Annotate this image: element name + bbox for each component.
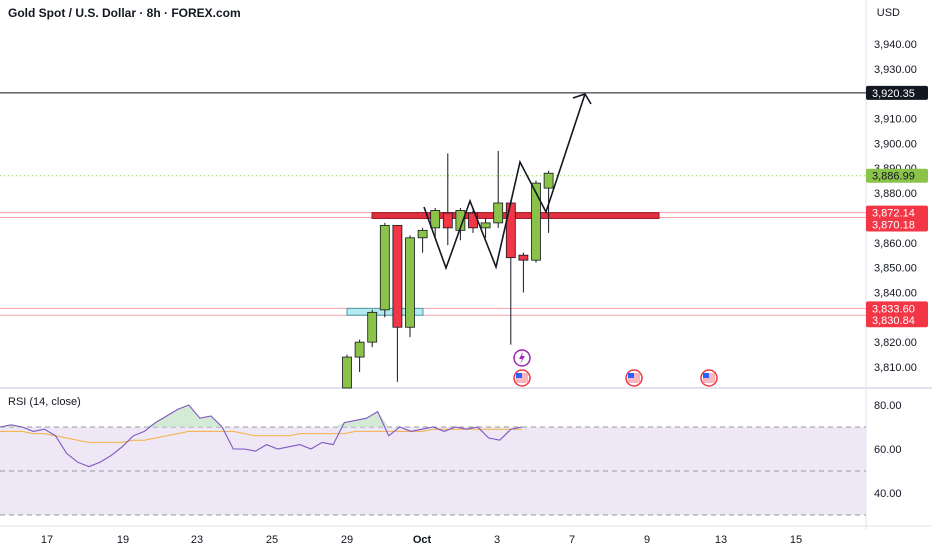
bullish-candle[interactable] [367, 311, 378, 343]
time-tick-label: 7 [569, 534, 575, 546]
bullish-candle[interactable] [405, 237, 415, 328]
price-tick-label: 3,860.00 [874, 238, 917, 250]
level-price-tag: 3,833.60 [872, 303, 915, 315]
rsi-indicator-label[interactable]: RSI (14, close) [8, 396, 81, 408]
time-axis[interactable]: 17 19 23 25 29 Oct 3 7 9 13 15 [41, 534, 802, 546]
level-price-tag-bg [866, 217, 928, 232]
bullish-candle[interactable] [455, 210, 466, 231]
projection-drawing [423, 93, 592, 271]
rsi-tick-label: 40.00 [874, 488, 902, 500]
bullish-candle[interactable] [430, 210, 441, 229]
bearish-candle[interactable] [442, 212, 453, 229]
price-tick-label: 3,850.00 [874, 263, 917, 275]
dividend-event-icon[interactable] [513, 349, 531, 367]
time-tick-label: 3 [494, 534, 500, 546]
level-price-tag: 3,870.18 [872, 219, 915, 231]
price-tags: 3,920.35 3,886.99 3,872.143,870.18 3,833.60… [866, 85, 928, 328]
price-tick-label: 3,900.00 [874, 138, 917, 150]
chart-title: Gold Spot / U.S. Dollar · 8h · FOREX.com [8, 6, 241, 20]
price-tick-label: 3,930.00 [874, 64, 917, 76]
bullish-candle[interactable] [342, 356, 352, 389]
bullish-candle[interactable] [543, 172, 554, 189]
level-price-tag-bg [866, 301, 928, 316]
rsi-tick-label: 80.00 [874, 400, 902, 412]
bullish-candle[interactable] [531, 182, 541, 261]
time-tick-label: 23 [191, 534, 203, 546]
price-tick-label: 3,810.00 [874, 362, 917, 374]
price-tick-label: 3,910.00 [874, 114, 917, 126]
rsi-pane: 80.00 60.00 40.00 [0, 400, 902, 516]
level-price-tag-bg [866, 313, 928, 328]
arrow-head [572, 93, 592, 105]
rsi-tick-label: 60.00 [874, 444, 902, 456]
time-tick-label: 29 [341, 534, 353, 546]
time-tick-label: 17 [41, 534, 53, 546]
us-flag-event-icon[interactable] [700, 369, 718, 387]
projection-path[interactable] [423, 93, 586, 271]
horizontal-levels [0, 92, 866, 316]
bearish-candle[interactable] [518, 254, 529, 261]
time-tick-label: 9 [644, 534, 650, 546]
bullish-candle[interactable] [493, 202, 504, 224]
level-price-tag: 3,830.84 [872, 315, 915, 327]
us-flag-event-icon[interactable] [513, 369, 531, 387]
event-markers [513, 349, 718, 387]
rsi-line[interactable] [0, 404, 523, 468]
time-tick-label: 19 [117, 534, 129, 546]
bearish-candle[interactable] [505, 202, 516, 259]
price-tick-label: 3,840.00 [874, 287, 917, 299]
time-tick-label: 13 [715, 534, 727, 546]
price-tick-label: 3,820.00 [874, 337, 917, 349]
bullish-candle[interactable] [480, 222, 491, 229]
rsi-overbought-fill [0, 405, 522, 427]
currency-label[interactable]: USD [876, 7, 900, 19]
bearish-candle[interactable] [392, 224, 403, 328]
time-tick-label: Oct [413, 534, 432, 546]
us-flag-event-icon[interactable] [625, 369, 643, 387]
price-tick-label: 3,880.00 [874, 188, 917, 200]
price-tick-label: 3,940.00 [874, 39, 917, 51]
current-price-tag-bg [866, 168, 928, 183]
time-tick-label: 25 [266, 534, 278, 546]
current-price-tag: 3,886.99 [872, 171, 915, 183]
target-price-tag-bg [866, 85, 928, 100]
time-tick-label: 15 [790, 534, 802, 546]
level-price-tag: 3,872.14 [872, 208, 915, 220]
bullish-candle[interactable] [417, 229, 428, 239]
rsi-ma-line[interactable] [0, 428, 522, 443]
level-price-tag-bg [866, 205, 928, 220]
bullish-candle[interactable] [379, 224, 390, 311]
bullish-candle[interactable] [354, 341, 365, 358]
target-price-tag: 3,920.35 [872, 88, 915, 100]
